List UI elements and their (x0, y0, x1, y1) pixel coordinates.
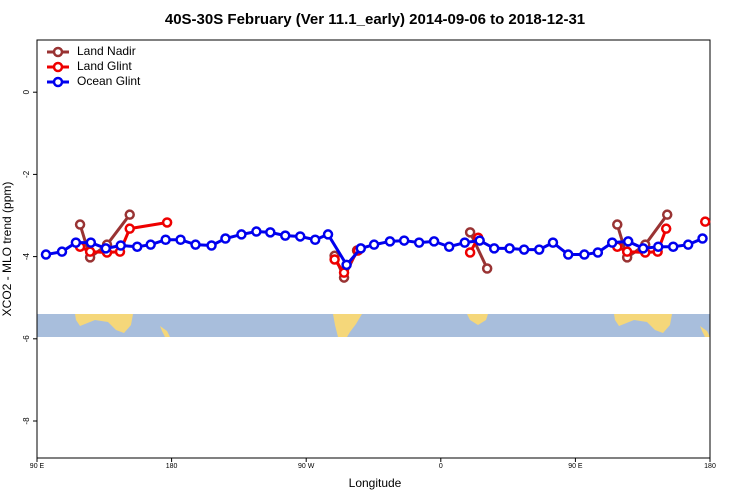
ocean-band (37, 314, 710, 337)
point (236, 229, 247, 240)
y-tick-label: -6 (22, 335, 31, 343)
point (384, 236, 396, 247)
point (206, 240, 217, 251)
point (341, 259, 352, 271)
point (100, 243, 112, 254)
point (85, 237, 97, 248)
point (251, 226, 262, 237)
land (700, 326, 710, 337)
point (622, 236, 634, 247)
y-tick-label: -8 (22, 417, 31, 425)
point (294, 231, 306, 242)
plot-frame (36, 39, 711, 459)
chart-title: 40S-30S February (Ver 11.1_early) 2014-0… (165, 11, 585, 28)
point (459, 237, 470, 248)
point (161, 217, 173, 228)
point (637, 243, 649, 254)
point (70, 237, 82, 248)
point (579, 249, 590, 260)
land (467, 314, 488, 325)
point (175, 234, 186, 246)
point (562, 249, 574, 260)
point (124, 209, 135, 220)
point (682, 239, 694, 250)
point (329, 254, 340, 265)
point (84, 246, 96, 257)
legend-marker (52, 61, 64, 73)
point (368, 239, 380, 250)
point (621, 246, 633, 257)
legend-marker (52, 46, 64, 58)
x-tick-label: 0 (439, 463, 443, 470)
point (443, 241, 455, 252)
point (74, 219, 86, 230)
point (115, 240, 127, 251)
y-axis-label: XCO2 - MLO trend (ppm) (0, 182, 14, 317)
land (75, 314, 133, 333)
x-tick-label: 90 E (30, 463, 45, 470)
y-tick-label: 0 (22, 89, 31, 94)
point (413, 237, 425, 248)
point (612, 219, 623, 230)
point (322, 229, 334, 240)
legend-marker (52, 76, 64, 88)
point (464, 227, 476, 238)
point (398, 235, 410, 246)
point (518, 244, 530, 255)
point (265, 227, 276, 238)
point (481, 263, 493, 274)
point (661, 209, 673, 220)
x-tick-label: 90 E (568, 463, 583, 470)
point (660, 223, 672, 234)
y-tick-label: -2 (22, 170, 31, 178)
land (614, 314, 672, 333)
point (220, 233, 231, 244)
point (428, 236, 440, 247)
point (474, 235, 485, 246)
legend-label: Land Glint (77, 59, 132, 73)
x-tick-label: 90 W (298, 463, 315, 470)
x-tick-label: 180 (704, 463, 716, 470)
point (667, 241, 679, 252)
x-axis-label: Longitude (349, 476, 402, 490)
point (697, 233, 708, 244)
point (488, 243, 500, 254)
legend-label: Land Nadir (77, 44, 136, 58)
x-tick-label: 180 (166, 463, 178, 470)
point (606, 237, 618, 248)
point (464, 247, 476, 258)
point (190, 239, 201, 250)
land (160, 326, 170, 337)
y-tick-label: -4 (22, 253, 31, 261)
point (547, 237, 559, 248)
land (333, 314, 362, 337)
point (309, 234, 321, 246)
point (145, 239, 156, 250)
map-strip (37, 314, 710, 337)
point (504, 243, 515, 254)
point (533, 244, 545, 255)
point (653, 241, 664, 252)
legend-label: Ocean Glint (77, 74, 141, 88)
point (699, 216, 711, 227)
point (40, 249, 52, 260)
point (592, 247, 604, 258)
point (280, 230, 291, 241)
point (355, 243, 367, 254)
point (160, 234, 171, 246)
point (124, 223, 135, 234)
point (56, 246, 68, 257)
point (131, 241, 143, 252)
